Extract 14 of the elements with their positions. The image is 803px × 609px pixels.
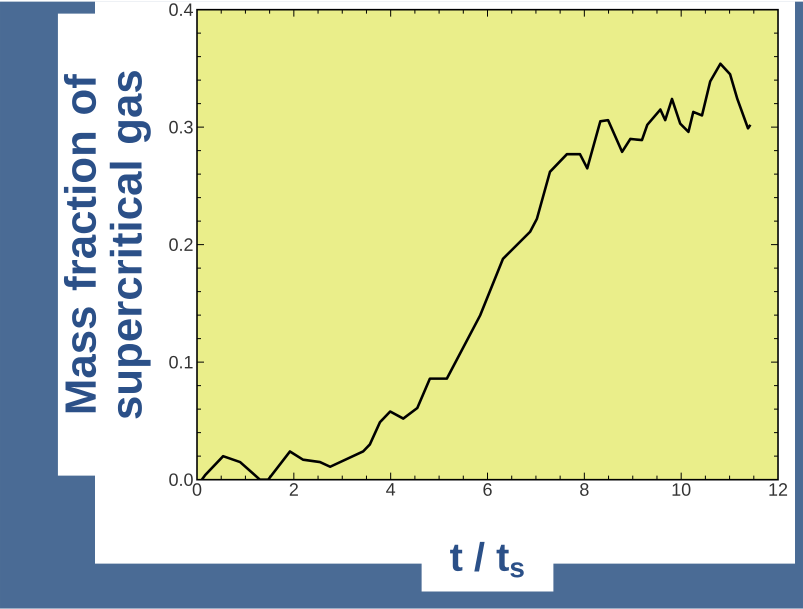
y-tick-label: 0.3 (169, 120, 193, 134)
x-tick-label: 10 (672, 483, 690, 496)
y-tick-label: 0.4 (169, 3, 193, 16)
y-tick-label: 0.2 (169, 238, 193, 252)
x-tick-label: 12 (769, 483, 788, 496)
x-tick-label: 6 (483, 483, 492, 496)
x-tick-label: 4 (386, 483, 396, 496)
x-tick-label: 2 (290, 483, 298, 496)
y-tick-label: 0.1 (169, 356, 193, 369)
x-axis-title: t / t$_{s}$ (450, 542, 524, 578)
x-tick-label: 0 (192, 483, 202, 496)
y-axis-title: Mass fraction of supercritical gas (64, 71, 151, 419)
x-tick-label: 8 (580, 483, 589, 496)
y-tick-label: 0.0 (169, 473, 193, 486)
